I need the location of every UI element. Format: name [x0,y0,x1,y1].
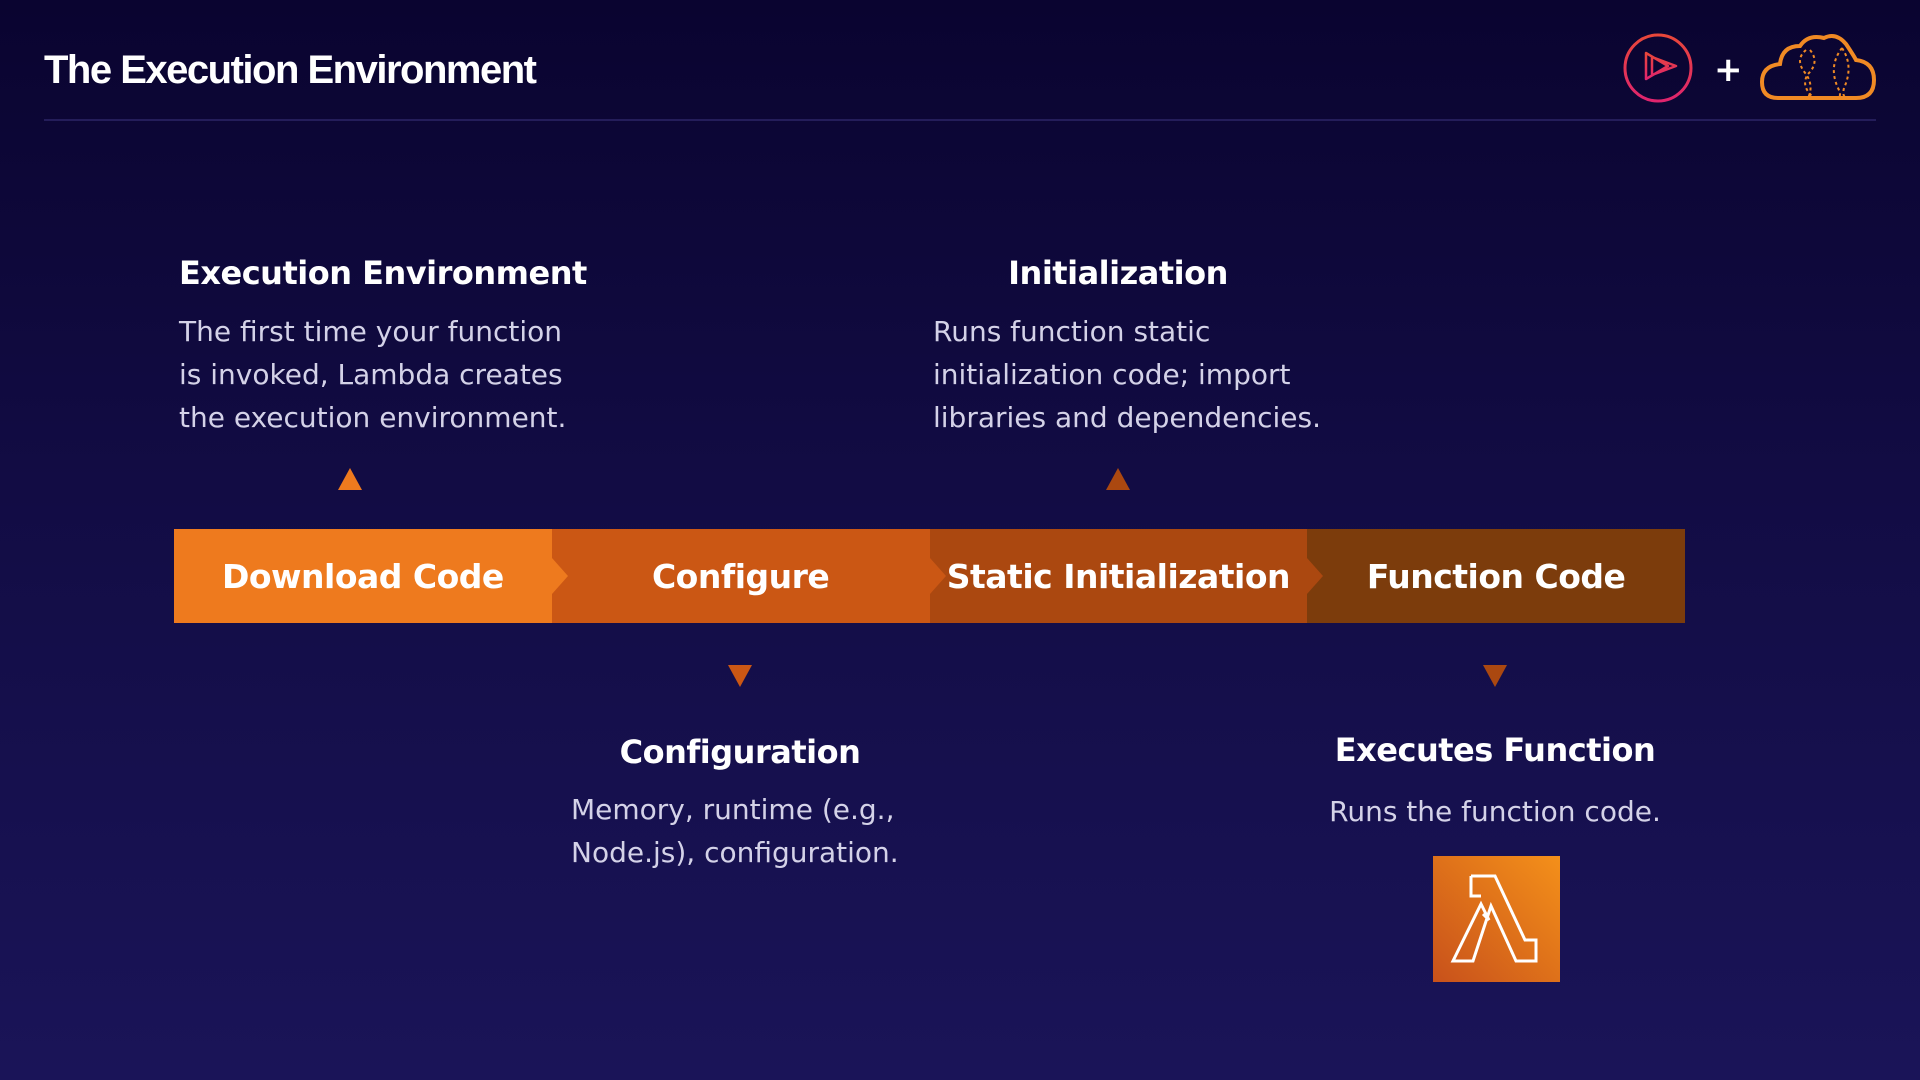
text-line: initialization code; import [933,358,1291,391]
step-static-initialization: Static Initialization [929,529,1324,623]
executes-function-heading: Executes Function [1334,731,1656,769]
step-label: Function Code [1366,556,1626,596]
text-line: the execution environment. [179,401,567,434]
up-arrow-icon [338,468,362,490]
execution-environment-text: The first time your function is invoked,… [179,310,566,439]
configuration-text: Memory, runtime (e.g., Node.js), configu… [571,788,899,874]
executes-function-text: Runs the function code. [1245,790,1745,833]
text-line: Memory, runtime (e.g., [571,793,895,826]
step-label: Configure [651,556,830,596]
play-logo-icon [1623,33,1693,103]
text-line: libraries and dependencies. [933,401,1321,434]
step-label: Static Initialization [946,556,1291,596]
text-line: Runs function static [933,315,1211,348]
chevron-right-icon [551,558,568,594]
step-function-code: Function Code [1307,529,1685,623]
initialization-heading: Initialization [1008,254,1228,292]
plus-sign: + [1714,50,1743,90]
down-arrow-icon [1483,665,1507,687]
cloud-logo-icon [1759,34,1877,100]
initialization-text: Runs function static initialization code… [933,310,1321,439]
configuration-heading: Configuration [619,733,861,771]
execution-environment-heading: Execution Environment [179,254,587,292]
text-line: Runs the function code. [1329,795,1661,828]
chevron-right-icon [1307,558,1324,594]
up-arrow-icon [1106,468,1130,490]
text-line: The first time your function [179,315,562,348]
page-title: The Execution Environment [44,48,537,92]
down-arrow-icon [728,665,752,687]
chevron-right-icon [929,558,946,594]
step-label: Download Code [221,556,504,596]
text-line: is invoked, Lambda creates [179,358,563,391]
header-divider [44,119,1876,121]
process-bar: Download Code Configure Static Initializ… [174,529,1685,623]
step-configure: Configure [551,529,946,623]
step-download-code: Download Code [174,529,568,623]
text-line: Node.js), configuration. [571,836,899,869]
lambda-icon [1433,856,1560,982]
